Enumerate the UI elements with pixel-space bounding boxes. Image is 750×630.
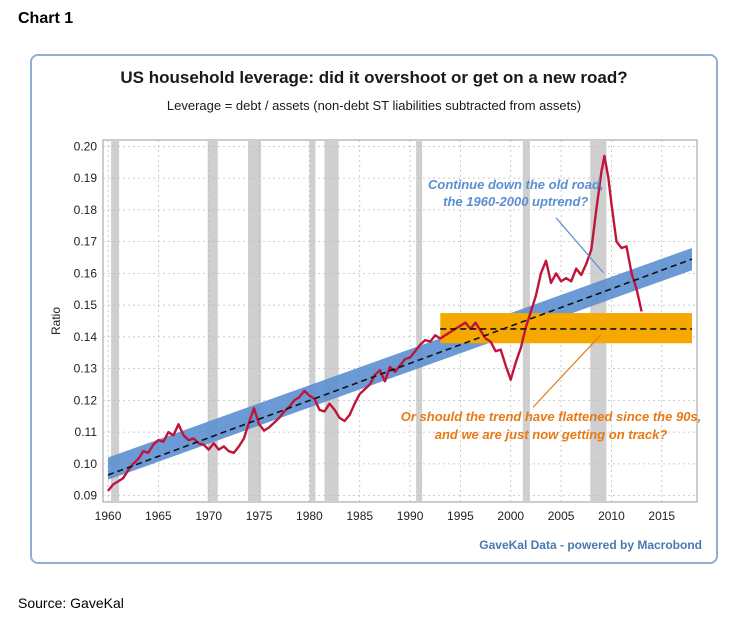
annotation-flat-pointer [532,334,601,408]
y-tick-label: 0.16 [74,266,98,280]
y-tick-label: 0.20 [74,139,98,153]
chart-title: US household leverage: did it overshoot … [120,68,628,87]
x-tick-label: 1980 [296,509,323,523]
x-tick-label: 1965 [145,509,172,523]
y-tick-label: 0.09 [74,489,98,503]
x-tick-label: 1990 [397,509,424,523]
y-tick-label: 0.13 [74,362,98,376]
y-tick-label: 0.19 [74,171,98,185]
x-tick-label: 2015 [648,509,675,523]
y-tick-label: 0.10 [74,457,98,471]
x-tick-label: 1970 [195,509,222,523]
recession-bar [207,140,218,502]
annotation-uptrend-text: Continue down the old road, [428,177,603,192]
recession-bar [416,140,423,502]
uptrend-dashed-line [107,258,693,476]
y-tick-label: 0.11 [75,425,98,439]
annotation-flat-text: Or should the trend have flattened since… [401,409,702,424]
x-tick-label: 2000 [497,509,524,523]
x-tick-label: 1995 [447,509,474,523]
recession-bar [111,140,120,502]
annotation-uptrend-pointer [555,217,604,274]
chart-subtitle: Leverage = debt / assets (non-debt ST li… [166,98,582,113]
x-tick-label: 1960 [95,509,122,523]
y-tick-label: 0.14 [74,330,98,344]
y-tick-label: 0.15 [74,298,98,312]
annotation-flat-text: and we are just now getting on track? [435,427,668,442]
x-tick-label: 1985 [346,509,373,523]
annotation-uptrend-text: the 1960-2000 uptrend? [443,194,588,209]
x-tick-label: 2005 [548,509,575,523]
x-tick-label: 1975 [246,509,273,523]
y-axis-label: Ratio [49,307,63,335]
recession-bar [324,140,339,502]
y-tick-label: 0.12 [74,393,98,407]
chart-heading: Chart 1 [18,10,74,27]
chart-credit: GaveKal Data - powered by Macrobond [479,538,702,552]
source-note: Source: GaveKal [18,595,124,611]
y-tick-label: 0.17 [74,235,98,249]
recession-bar [309,140,316,502]
y-tick-label: 0.18 [74,203,98,217]
x-tick-label: 2010 [598,509,625,523]
